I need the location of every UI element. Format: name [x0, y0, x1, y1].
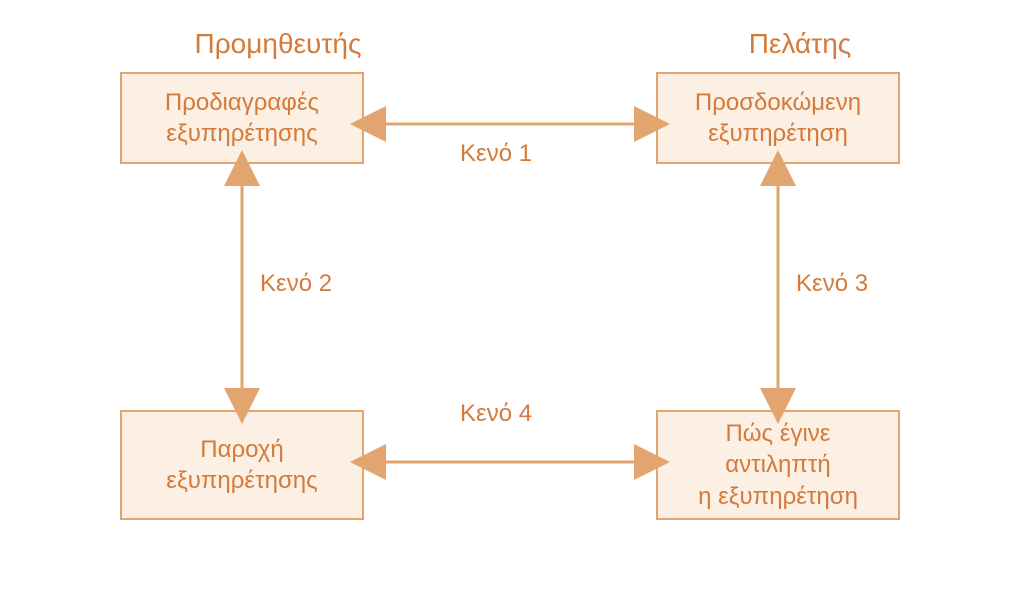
- arrow-gap1: [348, 104, 672, 144]
- label-gap2: Κενό 2: [260, 270, 332, 298]
- label-gap4: Κενό 4: [460, 400, 532, 428]
- node-expected-line1: Προσδοκώμενη: [695, 87, 861, 118]
- label-gap1: Κενό 1: [460, 140, 532, 168]
- arrow-gap4: [348, 442, 672, 482]
- arrow-gap2: [222, 148, 262, 426]
- node-specs-line1: Προδιαγραφές: [165, 87, 319, 118]
- node-delivery-line2: εξυπηρέτησης: [166, 465, 317, 496]
- node-perceived-line2: αντιληπτή: [698, 449, 858, 480]
- node-specs-line2: εξυπηρέτησης: [165, 118, 319, 149]
- node-expected-line2: εξυπηρέτηση: [695, 118, 861, 149]
- node-perceived-line3: η εξυπηρέτηση: [698, 481, 858, 512]
- arrow-gap3: [758, 148, 798, 426]
- node-delivery: Παροχή εξυπηρέτησης: [120, 410, 364, 520]
- node-delivery-line1: Παροχή: [166, 434, 317, 465]
- customer-header: Πελάτης: [700, 28, 900, 60]
- label-gap3: Κενό 3: [796, 270, 868, 298]
- node-perceived: Πώς έγινε αντιληπτή η εξυπηρέτηση: [656, 410, 900, 520]
- supplier-header: Προμηθευτής: [168, 28, 388, 60]
